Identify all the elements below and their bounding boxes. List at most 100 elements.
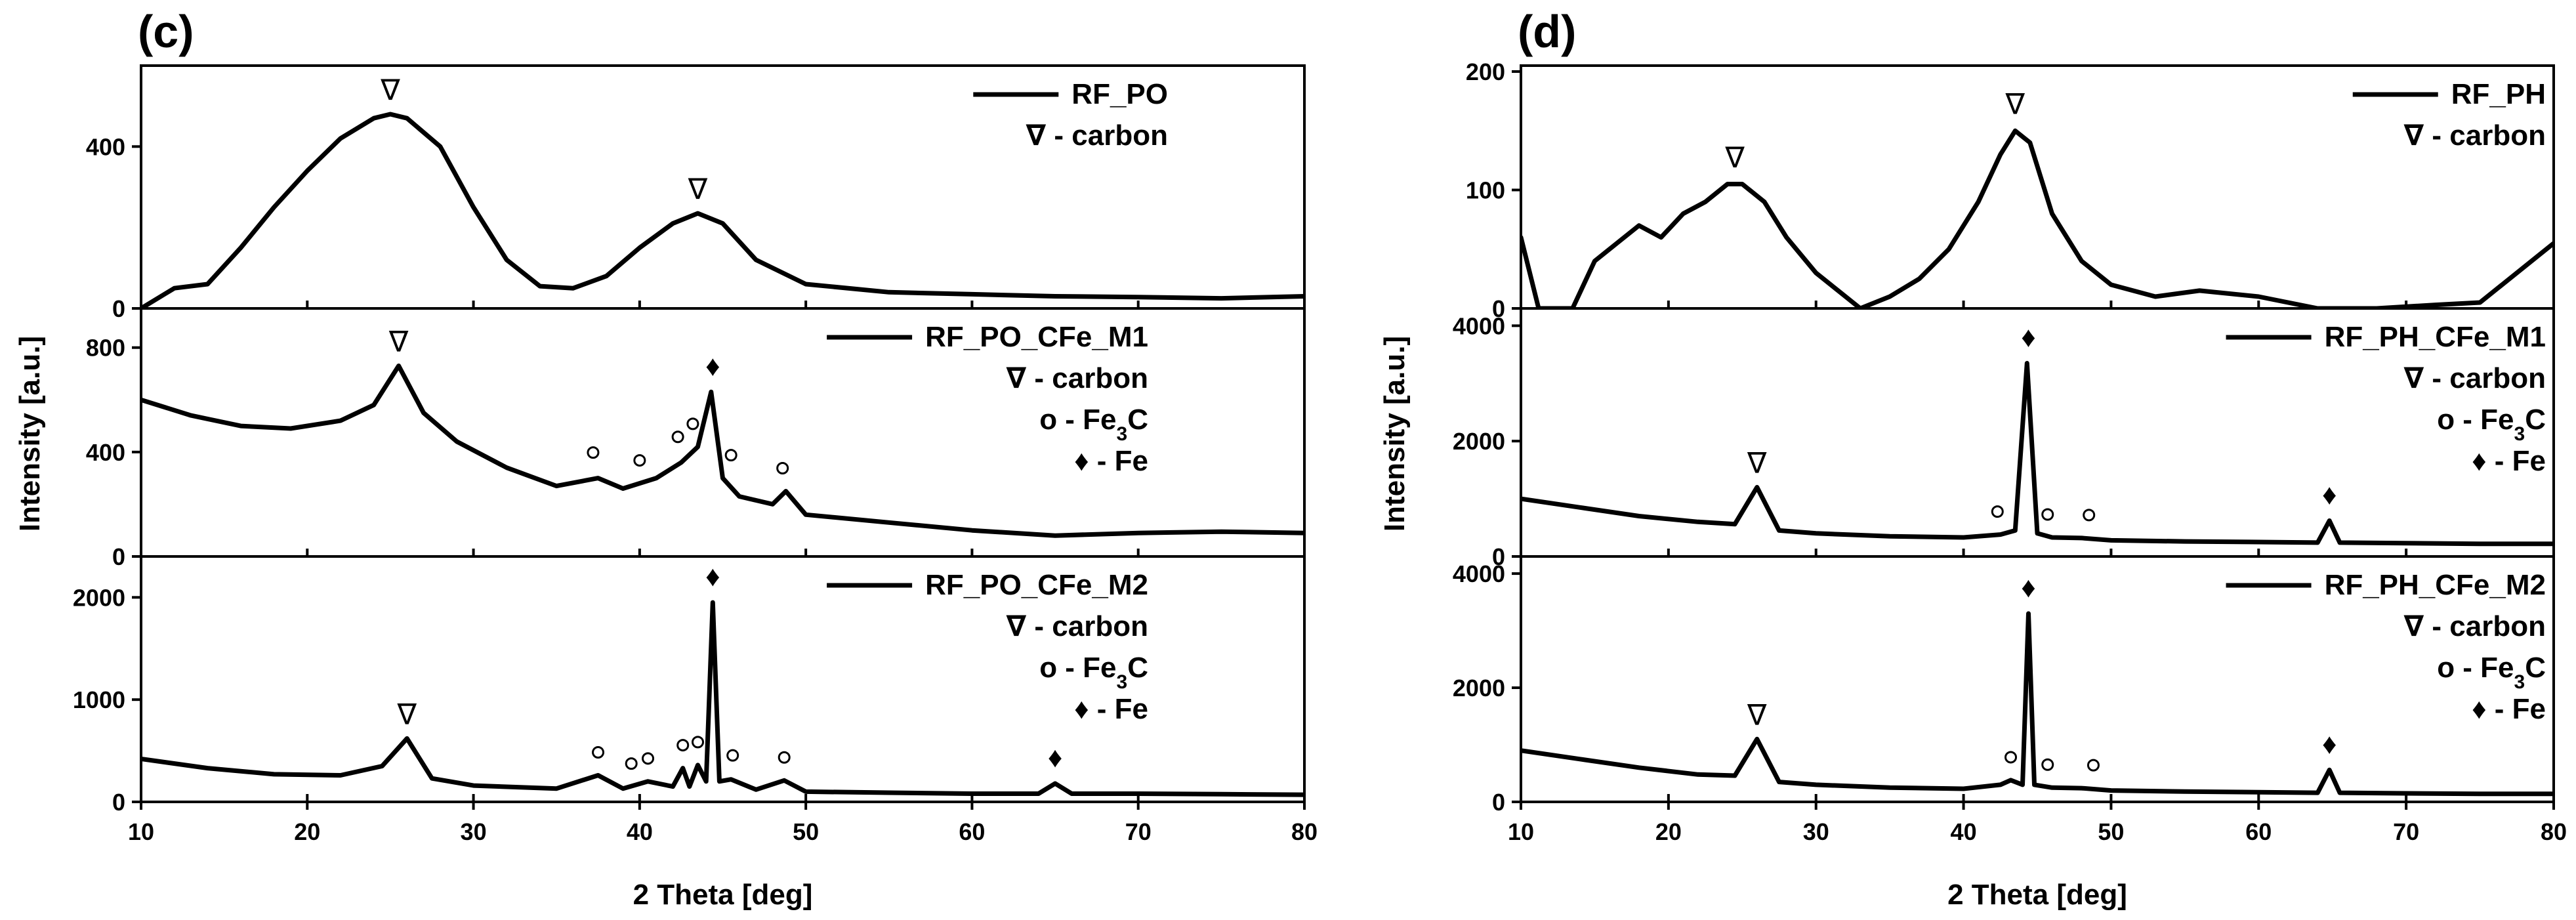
x-tick-label: 10 [1508,818,1534,845]
fe3c-marker [2041,758,2054,771]
y-tick-label: 0 [112,789,125,816]
legend-series-label: RF_PO [1071,78,1168,110]
legend-entry: ∇ - carbon [2404,610,2546,642]
legend-entry: o - Fe3C [1039,404,1148,445]
panel-label: (c) [138,6,194,57]
fe3c-marker [625,757,638,770]
x-tick-label: 40 [627,818,653,845]
fe-marker: ♦ [1048,742,1062,774]
fe-marker: ♦ [2021,572,2035,604]
legend-entry: ♦ - Fe [2472,693,2546,725]
x-tick-label: 70 [2393,818,2419,845]
legend-series-label: RF_PO_CFe_M2 [925,569,1148,601]
plot-frame [1520,555,2555,803]
subplot-RF_PO: 0 400 ∇ ∇ RF_PO ∇ - carbon [86,64,1306,322]
fe3c-marker [587,446,600,459]
carbon-marker: ∇ [1747,699,1767,731]
x-tick-label: 30 [1803,818,1829,845]
x-tick-label: 30 [461,818,487,845]
fe3c-marker [592,745,605,759]
carbon-marker: ∇ [688,173,708,205]
fe3c-marker [726,749,739,762]
legend-entry: ♦ - Fe [1074,445,1148,477]
carbon-marker: ∇ [397,698,417,730]
x-tick-label: 80 [2541,818,2567,845]
legend-entry: o - Fe3C [1039,652,1148,693]
y-axis-title: Intensity [a.u.] [14,336,46,532]
fe-marker: ♦ [2021,322,2035,354]
fe3c-marker [2041,508,2054,521]
x-tick-label: 50 [2098,818,2124,845]
y-tick-label: 400 [86,133,125,160]
legend-series-label: RF_PH_CFe_M2 [2325,569,2546,601]
x-axis-title: 2 Theta [deg] [1947,879,2127,911]
carbon-marker: ∇ [1724,142,1745,174]
series-line-RF_PO_CFe_M1 [141,364,1304,538]
y-tick-label: 2000 [1453,675,1505,701]
legend-entry: ∇ - carbon [1007,362,1148,394]
legend-entry: ♦ - Fe [1074,693,1148,725]
y-axis-title: Intensity [a.u.] [1379,336,1411,532]
panel-label: (d) [1518,6,1576,57]
fe3c-marker [633,454,646,467]
fe3c-marker [1991,505,2004,518]
x-tick-label: 60 [2245,818,2272,845]
fe3c-marker [2005,751,2018,764]
y-tick-label: 200 [1466,58,1505,85]
fe3c-marker [724,449,737,462]
fe3c-marker [776,462,789,475]
subplot-RF_PO_CFe_M1: 0 400 800 ∇ ♦ RF_PO_CFe_M1 ∇ - carbon o - Fe3C♦… [86,307,1306,570]
x-tick-label: 80 [1291,818,1318,845]
series-line-RF_PO [141,112,1304,308]
fe-marker: ♦ [2322,478,2337,511]
fe-marker: ♦ [705,350,720,382]
plot-frame [1520,64,2555,310]
legend-entry: ♦ - Fe [2472,445,2546,477]
carbon-marker: ∇ [2005,89,2025,121]
y-tick-label: 0 [112,543,125,570]
y-tick-label: 4000 [1453,312,1505,339]
y-tick-label: 0 [1492,543,1505,570]
y-tick-label: 100 [1466,177,1505,204]
fe-marker: ♦ [705,560,720,593]
subplot-RF_PH: 0 100 200 ∇ ∇ RF_PH ∇ - carbon [1466,58,2555,322]
series-line-RF_PH_CFe_M1 [1521,361,2554,547]
legend-series-label: RF_PH_CFe_M1 [2325,321,2546,353]
fe3c-marker [671,430,684,444]
x-axis-title: 2 Theta [deg] [633,879,813,911]
fe3c-marker [2083,509,2096,522]
x-tick-label: 60 [959,818,985,845]
fe3c-marker [2087,759,2100,772]
plot-frame [140,555,1306,803]
y-tick-label: 0 [112,295,125,322]
x-tick-label: 10 [128,818,154,845]
legend-entry: o - Fe3C [2437,652,2546,693]
legend-series-label: RF_PH [2451,78,2546,110]
y-tick-label: 2000 [1453,428,1505,455]
legend-entry: o - Fe3C [2437,404,2546,445]
series-line-RF_PH [1521,128,2554,308]
x-tick-label: 40 [1951,818,1977,845]
fe3c-marker [686,417,699,430]
carbon-marker: ∇ [388,326,409,358]
subplot-RF_PO_CFe_M2: 0 1000 2000 ∇ ♦ ♦ RF_PO_CFe_M2 ∇ - carbon o - Fe… [73,555,1318,845]
fe3c-marker [692,736,705,749]
series-line-RF_PO_CFe_M2 [141,600,1304,797]
fe3c-marker [642,752,655,765]
y-tick-label: 1000 [73,686,125,713]
subplot-RF_PH_CFe_M1: 0 2000 4000 ∇ ♦ ♦ RF_PH_CFe_M1 ∇ - carbon o - Fe… [1453,307,2555,570]
fe-marker: ♦ [2322,728,2337,760]
x-tick-label: 20 [1655,818,1682,845]
y-tick-label: 0 [1492,789,1505,816]
y-tick-label: 0 [1492,295,1505,322]
carbon-marker: ∇ [1747,448,1767,480]
y-tick-label: 400 [86,439,125,466]
carbon-marker: ∇ [380,74,400,106]
x-tick-label: 20 [294,818,320,845]
legend-series-label: RF_PO_CFe_M1 [925,321,1148,353]
y-tick-label: 800 [86,335,125,362]
x-tick-label: 70 [1125,818,1152,845]
